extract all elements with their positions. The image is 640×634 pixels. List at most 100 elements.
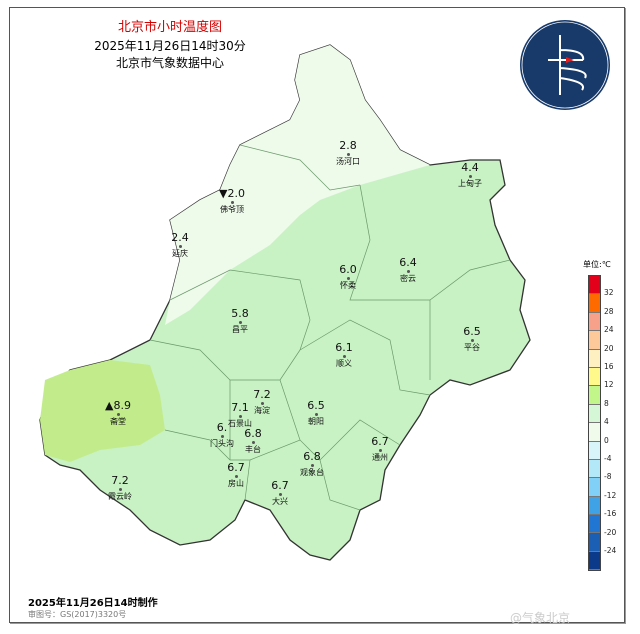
legend-tick: 4 (604, 417, 609, 427)
station-name: 观象台 (300, 468, 324, 477)
station-dot (378, 449, 382, 452)
legend-swatch (589, 349, 600, 368)
station: 6. 门头沟 (192, 422, 252, 450)
station-value: 6.1 (335, 341, 353, 354)
station-name: 海淀 (254, 406, 270, 415)
station-name: 房山 (228, 479, 244, 488)
legend-tick: 16 (604, 362, 614, 371)
station-dot (116, 413, 120, 416)
watermark: @气象北京 (510, 611, 571, 625)
station: 6.8 观象台 (282, 451, 342, 479)
station: 7.1 石景山 (210, 402, 270, 430)
legend-swatch (589, 441, 600, 460)
legend-swatch (589, 312, 600, 332)
station-name: 大兴 (272, 497, 288, 506)
station-name: 延庆 (172, 249, 188, 258)
logo (520, 20, 610, 110)
station-value: 7.1 (231, 401, 249, 414)
station: 6.0 怀柔 (318, 264, 378, 292)
station-value: 4.4 (461, 161, 479, 174)
station-value: 6.7 (371, 435, 389, 448)
station-value: 2.0 (227, 187, 245, 200)
station-name: 霞云岭 (108, 492, 132, 501)
station: 6.7 通州 (350, 436, 410, 464)
station-value: 5.8 (231, 307, 249, 320)
legend-swatch (589, 331, 600, 350)
legend-tick: 12 (604, 380, 614, 390)
station: 7.2 海淀 (232, 389, 292, 417)
station-dot (342, 355, 346, 358)
legend-swatch (589, 515, 600, 534)
station: 2.8 汤河口 (318, 140, 378, 168)
legend-swatch (589, 386, 600, 405)
map-datetime: 2025年11月26日14时30分 (94, 39, 246, 53)
legend-unit: 单位:℃ (583, 260, 611, 269)
station-name: 顺义 (336, 359, 352, 368)
station-dot (346, 277, 350, 280)
station-value: 2.8 (339, 139, 357, 152)
legend-tick: 32 (604, 288, 614, 298)
station-dot (346, 153, 350, 156)
station-dot (251, 441, 255, 444)
station: 6.8 丰台 (223, 428, 283, 456)
station-name: 汤河口 (336, 157, 360, 166)
station-value: 6.8 (303, 450, 321, 463)
station-dot (234, 475, 238, 478)
legend-tick: -4 (604, 454, 612, 463)
map-source: 北京市气象数据中心 (115, 56, 224, 70)
map-review-number: 审图号：GS(2017)3320号 (28, 610, 127, 619)
station-dot (238, 321, 242, 324)
station-name: 平谷 (464, 343, 480, 352)
legend-tick: -24 (604, 546, 617, 555)
station: 2.4 延庆 (150, 232, 210, 260)
legend-tick: -8 (604, 472, 612, 482)
legend-tick: 28 (604, 306, 614, 316)
station-value: 6.5 (463, 325, 481, 338)
station-dot (260, 402, 264, 405)
station-value: 7.2 (111, 474, 129, 487)
legend-tick: -12 (604, 490, 617, 500)
station-value: 8.9 (113, 399, 131, 412)
station-value: 6.4 (399, 256, 417, 269)
legend-tick: -20 (604, 527, 617, 537)
production-time: 2025年11月26日14时制作 (28, 598, 158, 609)
legend-tick: 24 (604, 325, 614, 335)
station-value: 6.7 (227, 461, 245, 474)
station-dot (468, 175, 472, 178)
station-dot (314, 413, 318, 416)
station-dot (278, 493, 282, 496)
station-dot (118, 488, 122, 491)
station-value: 2.4 (171, 231, 189, 244)
station: 6.4 密云 (378, 257, 438, 285)
station-marker: ▼ (219, 187, 228, 200)
station: 6.5 平谷 (442, 326, 502, 354)
legend-swatch (589, 459, 600, 479)
station-dot (470, 339, 474, 342)
station: 4.4 上甸子 (440, 162, 500, 190)
legend-swatch (589, 294, 600, 313)
district-borders (149, 144, 511, 511)
station: 6.5 朝阳 (286, 400, 346, 428)
station-value: 6.0 (339, 263, 357, 276)
station-name: 怀柔 (340, 281, 356, 290)
station-name: 门头沟 (210, 439, 234, 448)
legend-swatch (589, 496, 600, 516)
legend-swatch (589, 478, 600, 497)
legend-tick: -16 (604, 509, 617, 519)
station-name: 石景山 (228, 419, 252, 428)
map-title: 北京市小时温度图 (117, 20, 222, 35)
legend-swatch (589, 404, 600, 424)
station-name: 朝阳 (308, 417, 324, 426)
legend-swatch (589, 367, 600, 387)
legend-swatch (589, 423, 600, 442)
station-dot (406, 270, 410, 273)
station-marker: ▲ (105, 399, 114, 412)
station-dot (310, 464, 314, 467)
station-dot (238, 415, 242, 418)
legend-tick: 8 (604, 398, 609, 408)
station-name: 斋堂 (110, 417, 126, 426)
station-value: 6.7 (271, 479, 289, 492)
station-name: 佛爷顶 (220, 205, 244, 214)
legend-swatch (589, 533, 600, 552)
legend-tick: 20 (604, 343, 614, 353)
